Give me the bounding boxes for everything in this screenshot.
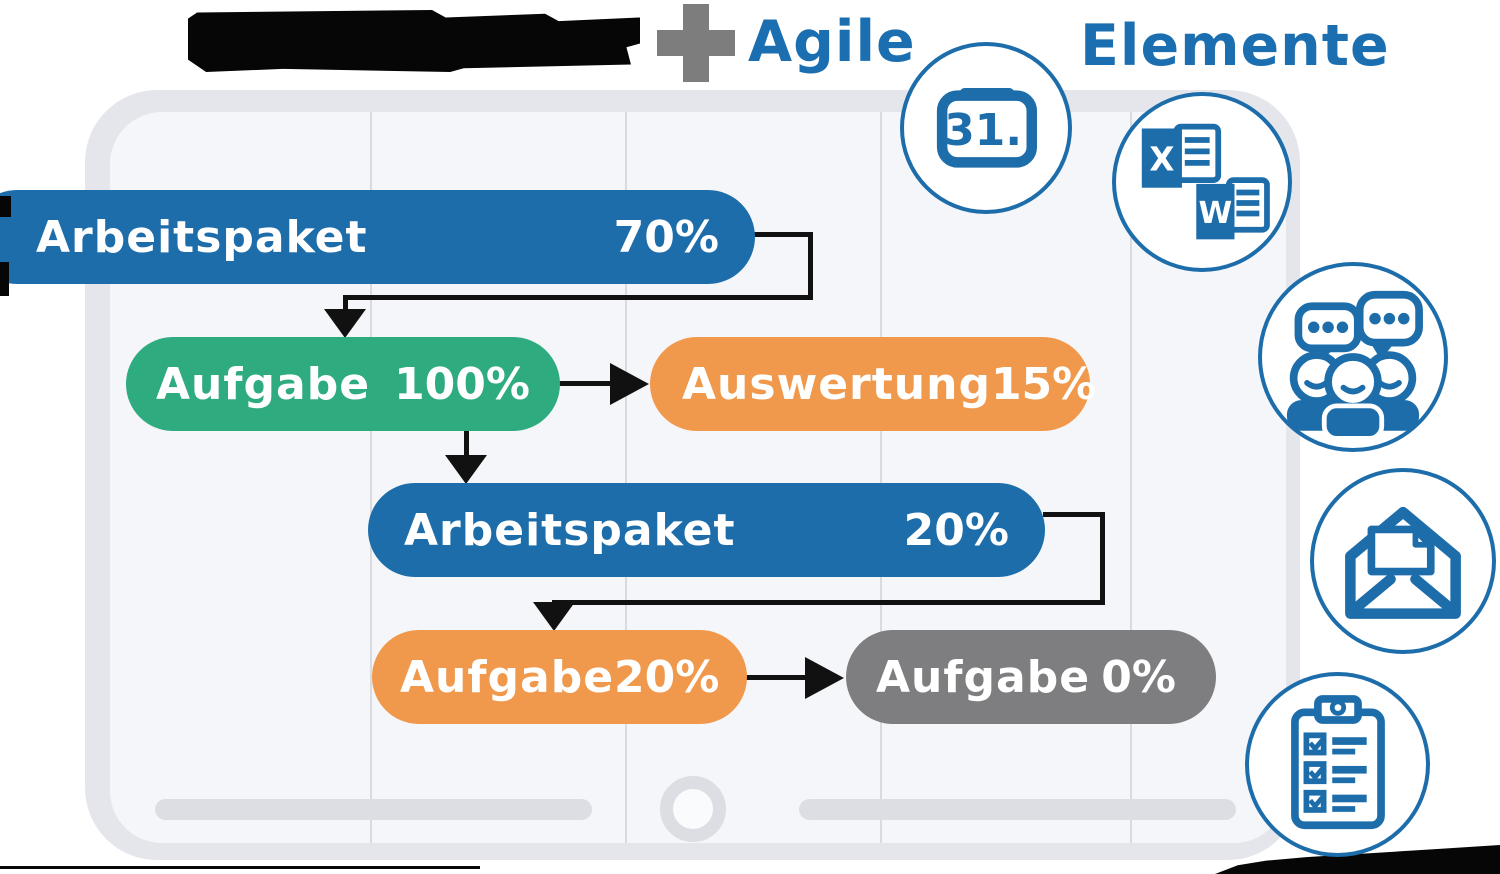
connector-n2-n3 bbox=[558, 381, 616, 386]
people-chat-icon bbox=[1258, 262, 1448, 452]
svg-text:W: W bbox=[1199, 196, 1233, 231]
title-word-agile: Agile bbox=[748, 9, 916, 75]
connector-n4-n5 bbox=[1043, 512, 1105, 517]
node-label: Arbeitspaket bbox=[404, 504, 736, 556]
node-percent: 0% bbox=[1101, 651, 1176, 703]
node-aufgabe-3: Aufgabe 0% bbox=[846, 630, 1216, 724]
node-aufgabe-2: Aufgabe 20% bbox=[372, 630, 747, 724]
title-word-elemente: Elemente bbox=[1080, 13, 1390, 79]
connector-n5-n6 bbox=[745, 675, 807, 680]
excel-word-icon: X W bbox=[1112, 92, 1292, 272]
connector-n4-n5 bbox=[1100, 512, 1105, 605]
node-label: Aufgabe bbox=[156, 358, 371, 410]
timeline-bar-left bbox=[155, 799, 592, 820]
node-percent: 100% bbox=[394, 358, 530, 410]
checklist-icon bbox=[1245, 672, 1430, 857]
node-label: Auswertung bbox=[682, 358, 991, 410]
node-aufgabe-1: Aufgabe 100% bbox=[126, 337, 560, 431]
timeline-bar-right bbox=[799, 799, 1236, 820]
node-arbeitspaket-2: Arbeitspaket 20% bbox=[368, 483, 1045, 577]
plus-icon bbox=[657, 4, 735, 82]
artifact-mark bbox=[0, 196, 11, 217]
grid-column-line bbox=[370, 112, 372, 843]
node-label: Aufgabe bbox=[876, 651, 1091, 703]
arrowhead-icon bbox=[610, 363, 649, 405]
redacted-title-block bbox=[188, 10, 640, 72]
node-percent: 20% bbox=[903, 504, 1009, 556]
grid-column-line bbox=[880, 112, 882, 843]
grid-column-line bbox=[625, 112, 627, 843]
arrowhead-icon bbox=[445, 455, 487, 484]
node-label: Aufgabe bbox=[400, 651, 615, 703]
node-auswertung: Auswertung 15% bbox=[650, 337, 1096, 431]
node-percent: 15% bbox=[990, 358, 1097, 410]
connector-n2-n4 bbox=[464, 428, 469, 458]
node-percent: 20% bbox=[614, 651, 720, 703]
connector-n4-n5 bbox=[552, 600, 1105, 605]
node-label: Arbeitspaket bbox=[36, 211, 368, 263]
svg-text:X: X bbox=[1149, 141, 1174, 179]
home-button-icon bbox=[660, 776, 726, 842]
node-percent: 70% bbox=[613, 211, 719, 263]
connector-n1-n2 bbox=[753, 232, 813, 237]
grid-column-line bbox=[1130, 112, 1132, 843]
arrowhead-icon bbox=[533, 602, 575, 631]
connector-n1-n2 bbox=[808, 232, 813, 300]
artifact-mark bbox=[0, 262, 9, 296]
arrowhead-icon bbox=[324, 309, 366, 338]
calendar-icon: 31. bbox=[900, 42, 1072, 214]
svg-text:31.: 31. bbox=[944, 105, 1022, 156]
artifact-bottom-line bbox=[0, 866, 480, 869]
connector-n1-n2 bbox=[343, 295, 348, 315]
envelope-icon bbox=[1310, 468, 1496, 654]
arrowhead-icon bbox=[805, 657, 844, 699]
connector-n1-n2 bbox=[343, 295, 813, 300]
node-arbeitspaket-1: Arbeitspaket 70% bbox=[0, 190, 755, 284]
